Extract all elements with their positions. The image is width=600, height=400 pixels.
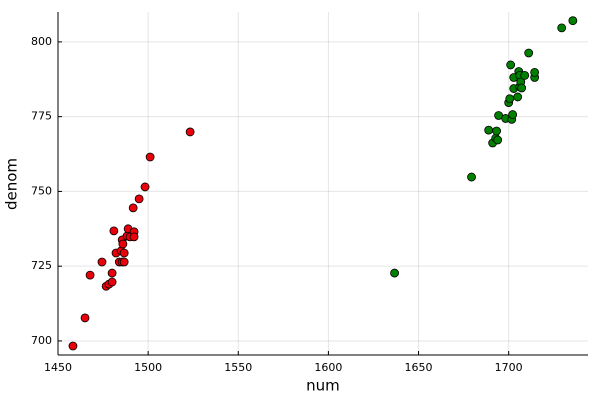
point [128, 203, 138, 213]
point [568, 16, 578, 26]
point [134, 194, 144, 204]
point [557, 23, 567, 33]
x-tick-label: 1500 [134, 361, 162, 374]
point [520, 70, 530, 80]
point [119, 257, 129, 267]
point [85, 270, 95, 280]
x-tick-label: 1650 [405, 361, 433, 374]
y-tick-label: 800 [31, 35, 52, 48]
point [508, 110, 518, 119]
point [517, 83, 527, 93]
point [524, 48, 534, 58]
point [185, 127, 195, 137]
point [80, 313, 90, 323]
y-tick-label: 750 [31, 184, 52, 197]
point [513, 92, 523, 102]
point [68, 341, 78, 351]
point [467, 172, 476, 182]
point [97, 257, 107, 267]
point [493, 135, 503, 145]
point [119, 248, 129, 258]
point [109, 226, 119, 236]
point [107, 268, 117, 278]
x-tick-label: 1600 [314, 361, 342, 374]
x-tick-label: 1550 [224, 361, 252, 374]
y-tick-label: 725 [31, 259, 52, 272]
point [484, 125, 494, 135]
point [506, 60, 516, 70]
y-tick-label: 700 [31, 334, 52, 347]
point [107, 277, 117, 287]
point [129, 232, 139, 242]
y-tick-label: 775 [31, 110, 52, 123]
point [530, 68, 540, 77]
x-axis-label: num [306, 377, 340, 395]
point [118, 239, 128, 249]
x-tick-label: 1450 [44, 361, 72, 374]
point [145, 152, 155, 162]
point [505, 94, 515, 104]
point [492, 126, 502, 136]
point [390, 268, 399, 278]
y-axis-label: denom [3, 158, 21, 210]
point [140, 182, 150, 192]
x-tick-label: 1700 [495, 361, 523, 374]
